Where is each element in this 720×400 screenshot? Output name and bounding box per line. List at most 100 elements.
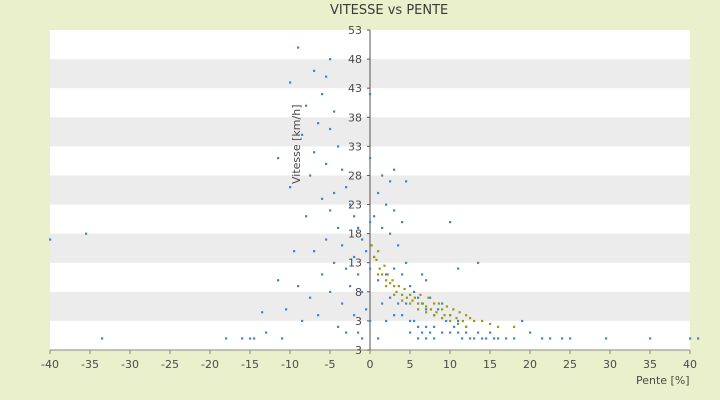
- data-point: [357, 331, 360, 334]
- y-tick-label: 3: [355, 315, 362, 328]
- data-point: [529, 331, 532, 334]
- data-point: [353, 215, 356, 218]
- x-tick-label: 20: [523, 358, 537, 371]
- data-point: [433, 302, 436, 305]
- data-point: [425, 337, 428, 340]
- data-point: [413, 290, 416, 294]
- data-point: [425, 305, 428, 308]
- data-point: [385, 203, 388, 206]
- data-point: [385, 273, 388, 276]
- data-point: [441, 308, 444, 311]
- data-point: [409, 331, 412, 334]
- data-point: [405, 296, 408, 299]
- data-point: [378, 267, 381, 270]
- data-point: [389, 232, 392, 235]
- data-point: [373, 255, 376, 259]
- data-point: [443, 314, 446, 317]
- data-point: [375, 258, 378, 262]
- data-point: [419, 293, 422, 296]
- data-point: [405, 302, 408, 305]
- data-point: [249, 337, 252, 340]
- data-point: [241, 337, 244, 340]
- data-point: [449, 319, 452, 323]
- x-tick-label: 25: [563, 358, 577, 371]
- data-point: [421, 331, 424, 334]
- data-point: [325, 162, 328, 166]
- data-point: [333, 191, 336, 195]
- data-point: [377, 250, 380, 253]
- data-point: [521, 319, 524, 323]
- data-point: [393, 168, 396, 171]
- x-tick-label: 40: [683, 358, 697, 371]
- data-point: [481, 337, 484, 340]
- data-point: [377, 337, 380, 340]
- data-point: [433, 337, 436, 340]
- data-point: [417, 308, 420, 311]
- data-point: [425, 308, 428, 311]
- data-point: [361, 337, 364, 340]
- data-point: [349, 203, 352, 206]
- data-point: [385, 279, 388, 282]
- data-point: [457, 267, 460, 270]
- data-point: [321, 197, 324, 200]
- data-point: [369, 221, 372, 224]
- data-point: [429, 331, 432, 334]
- data-point: [461, 337, 464, 340]
- data-point: [469, 317, 472, 320]
- data-point: [353, 255, 356, 259]
- data-point: [469, 337, 472, 340]
- data-point: [49, 238, 52, 241]
- data-point: [357, 226, 360, 230]
- data-point: [425, 311, 428, 314]
- data-point: [357, 273, 360, 276]
- data-point: [649, 337, 652, 340]
- data-point: [353, 314, 356, 317]
- data-point: [505, 337, 508, 340]
- data-point: [569, 337, 572, 340]
- data-point: [401, 299, 404, 302]
- data-point: [401, 293, 404, 296]
- data-point: [425, 325, 428, 328]
- data-point: [417, 325, 420, 328]
- data-point: [389, 296, 392, 299]
- data-point: [409, 285, 412, 288]
- data-point: [461, 319, 464, 323]
- x-tick-label: -5: [325, 358, 336, 371]
- x-tick-label: -30: [121, 358, 139, 371]
- data-point: [289, 81, 292, 84]
- data-point: [341, 302, 344, 305]
- data-point: [253, 337, 256, 340]
- data-point: [301, 319, 304, 323]
- data-point: [365, 308, 368, 311]
- data-point: [389, 282, 392, 285]
- data-point: [401, 314, 404, 317]
- data-point: [321, 93, 324, 96]
- data-point: [421, 273, 424, 276]
- data-point: [361, 238, 364, 241]
- data-point: [281, 337, 284, 340]
- data-point: [333, 110, 336, 113]
- data-point: [689, 337, 692, 340]
- data-point: [297, 285, 300, 288]
- data-point: [345, 331, 348, 334]
- data-point: [345, 267, 348, 270]
- data-point: [452, 308, 455, 311]
- data-point: [329, 209, 332, 212]
- data-point: [449, 314, 452, 317]
- data-point: [697, 337, 700, 340]
- data-point: [513, 337, 516, 340]
- x-axis-label: Pente [%]: [636, 374, 690, 387]
- data-point: [381, 226, 384, 230]
- data-point: [409, 319, 412, 323]
- data-point: [309, 296, 312, 299]
- data-point: [383, 264, 386, 267]
- data-point: [329, 290, 332, 294]
- data-point: [317, 122, 320, 125]
- data-point: [445, 319, 448, 323]
- data-point: [329, 127, 332, 131]
- data-point: [417, 296, 420, 299]
- x-tick-label: -20: [201, 358, 219, 371]
- data-point: [381, 302, 384, 305]
- data-point: [549, 337, 552, 340]
